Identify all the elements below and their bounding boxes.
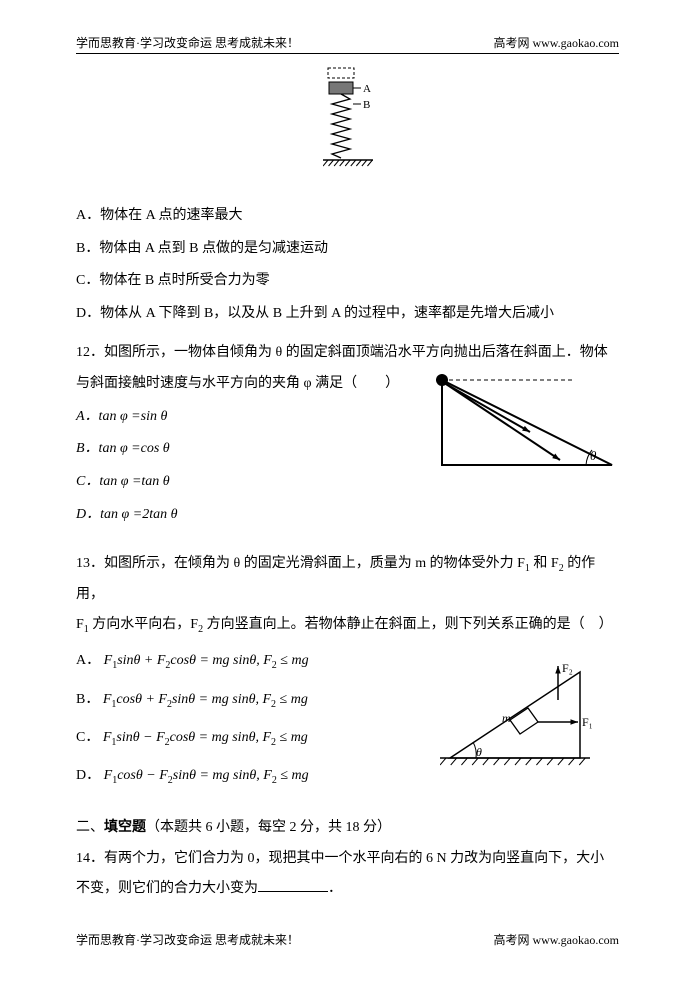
spring-svg: AB <box>323 64 373 174</box>
q13-stem: 13．如图所示，在倾角为 θ 的固定光滑斜面上，质量为 m 的物体受外力 F1 … <box>76 549 619 641</box>
t2C: cosθ = mg sinθ, <box>170 730 263 745</box>
q14b: 不变，则它们的合力大小变为 <box>76 881 258 896</box>
t3A: ≤ mg <box>277 653 309 668</box>
f2D: F <box>159 768 168 783</box>
q13-s1b: 和 F <box>530 556 559 571</box>
svg-text:B: B <box>363 99 370 111</box>
pB: B． <box>76 692 99 707</box>
f3A: F <box>263 653 272 668</box>
f2B: F <box>158 692 167 707</box>
t3B: ≤ mg <box>276 692 308 707</box>
t1A: sinθ + <box>117 653 157 668</box>
svg-text:F₁: F₁ <box>582 715 593 729</box>
f2C: F <box>156 730 165 745</box>
q13-svg: θ m F₁ F₂ <box>440 660 605 775</box>
t2A: cosθ = mg sinθ, <box>170 653 263 668</box>
figure-spring: AB <box>76 64 619 187</box>
svg-text:θ: θ <box>590 448 597 463</box>
q12-opt-d: D．tan φ =2tan θ <box>76 500 619 531</box>
q14c: ． <box>328 881 342 896</box>
pC: C． <box>76 730 99 745</box>
q12-stem-1: 12．如图所示，一物体自倾角为 θ 的固定斜面顶端沿水平方向抛出后落在斜面上．物… <box>76 338 619 369</box>
q12-svg: θ <box>434 370 619 480</box>
t1B: cosθ + <box>116 692 158 707</box>
pD: D． <box>76 768 100 783</box>
f1D: F <box>104 768 113 783</box>
svg-text:θ: θ <box>476 745 482 759</box>
figure-q13: θ m F₁ F₂ <box>440 660 605 780</box>
q11-opt-b: B．物体由 A 点到 B 点做的是匀减速运动 <box>76 234 619 265</box>
q13-s2a: F <box>76 617 84 632</box>
t2D: sinθ = mg sinθ, <box>173 768 264 783</box>
t3C: ≤ mg <box>276 730 308 745</box>
q13-s1a: 13．如图所示，在倾角为 θ 的固定光滑斜面上，质量为 m 的物体受外力 F <box>76 556 525 571</box>
q14-line1: 14．有两个力，它们合力为 0，现把其中一个水平向右的 6 N 力改为向竖直向下… <box>76 844 619 875</box>
pA: A． <box>76 653 100 668</box>
header-right: 高考网 www.gaokao.com <box>493 34 619 51</box>
q14-line2: 不变，则它们的合力大小变为 ． <box>76 874 619 905</box>
f3D: F <box>263 768 272 783</box>
header-left: 学而思教育·学习改变命运 思考成就未来！ <box>76 34 299 51</box>
footer-left: 学而思教育·学习改变命运 思考成就未来！ <box>76 931 299 948</box>
blank-14 <box>258 877 328 892</box>
q13-stem-1: 13．如图所示，在倾角为 θ 的固定光滑斜面上，质量为 m 的物体受外力 F1 … <box>76 549 619 611</box>
svg-text:F₂: F₂ <box>562 661 573 675</box>
q13-stem-2: F1 方向水平向右，F2 方向竖直向上。若物体静止在斜面上，则下列关系正确的是（… <box>76 610 619 641</box>
t2B: sinθ = mg sinθ, <box>172 692 263 707</box>
f3B: F <box>262 692 271 707</box>
q11-opt-c: C．物体在 B 点时所受合力为零 <box>76 266 619 297</box>
fill-title: 二、填空题（本题共 6 小题，每空 2 分，共 18 分） <box>76 813 619 844</box>
footer-right: 高考网 www.gaokao.com <box>493 931 619 948</box>
svg-text:A: A <box>363 83 371 95</box>
q13-s2b: 方向水平向右，F <box>89 617 198 632</box>
q11-opt-a: A．物体在 A 点的速率最大 <box>76 201 619 232</box>
t3D: ≤ mg <box>277 768 309 783</box>
q11-opt-d: D．物体从 A 下降到 B，以及从 B 上升到 A 的过程中，速率都是先增大后减… <box>76 299 619 330</box>
t1C: sinθ − <box>116 730 156 745</box>
q13-s2c: 方向竖直向上。若物体静止在斜面上，则下列关系正确的是（ ） <box>203 617 613 632</box>
svg-text:m: m <box>502 711 511 725</box>
t1D: cosθ − <box>117 768 159 783</box>
figure-q12: θ <box>434 370 619 485</box>
f1A: F <box>104 653 113 668</box>
f3C: F <box>262 730 271 745</box>
